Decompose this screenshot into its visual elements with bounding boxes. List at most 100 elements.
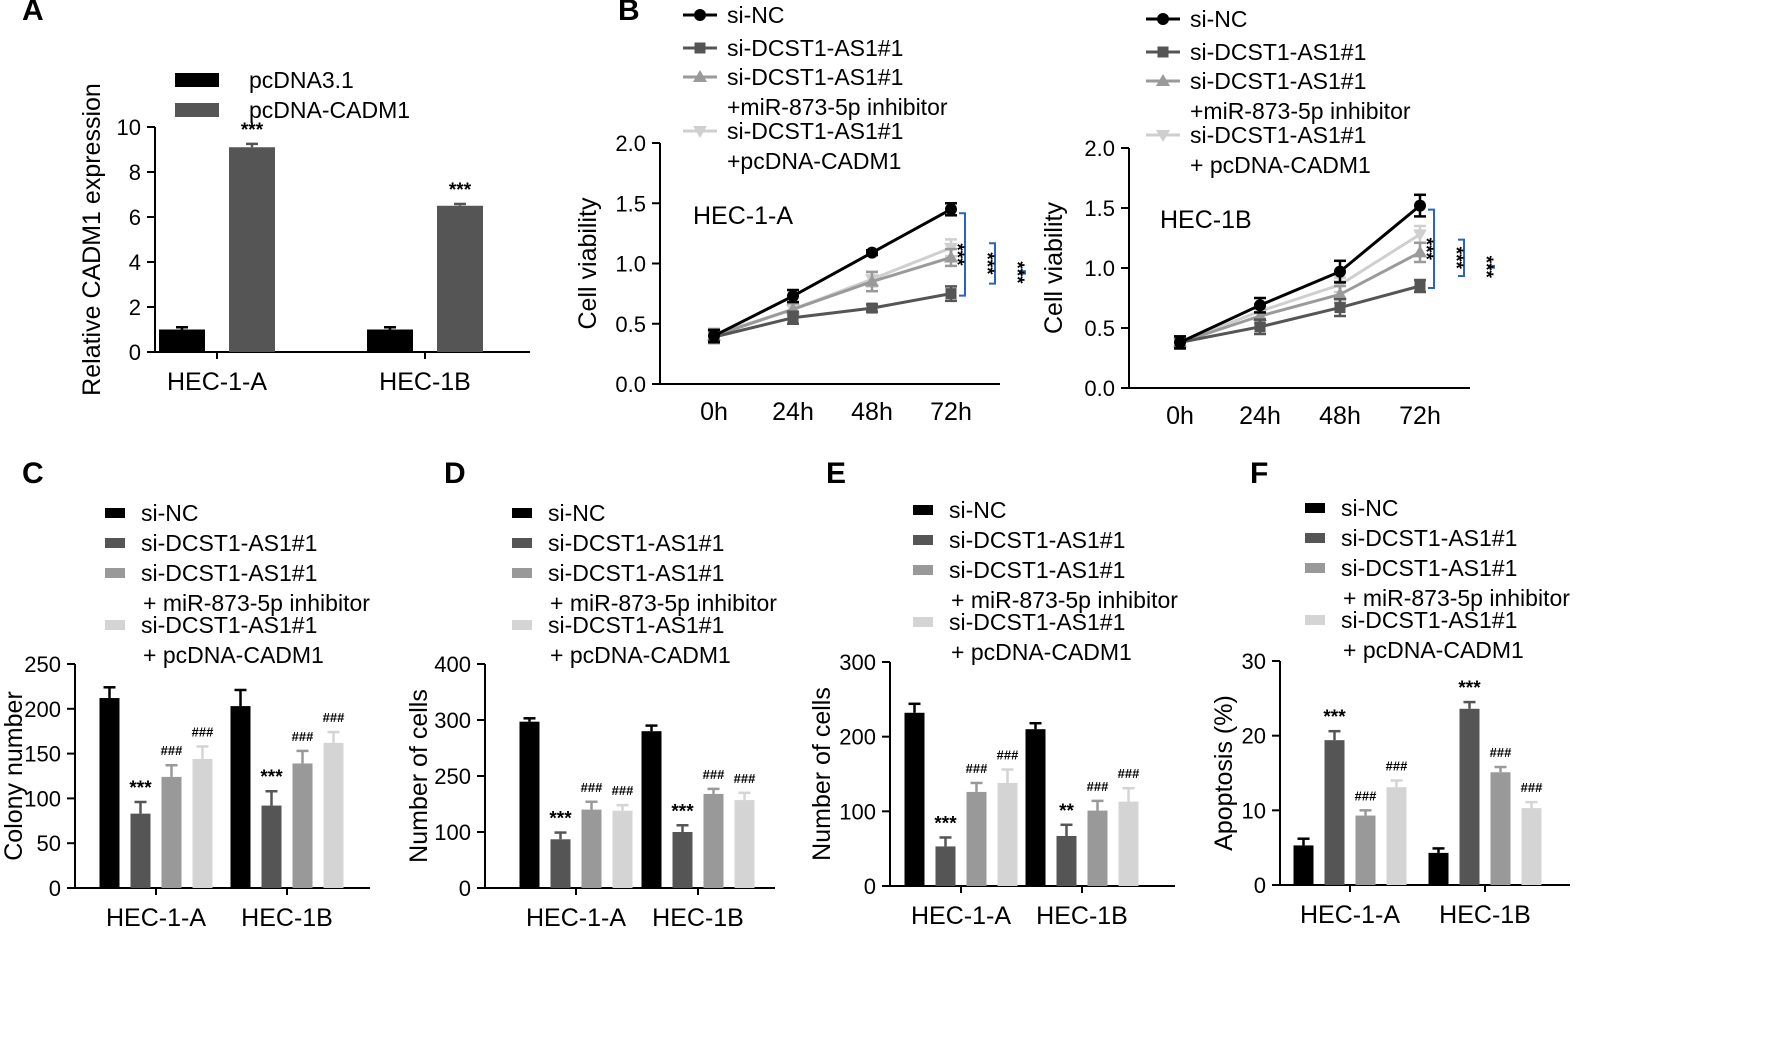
legend-label: si-DCST1-AS1#1: [1341, 525, 1517, 551]
bar: [519, 721, 540, 888]
data-point: [1413, 229, 1427, 242]
y-tick-label: 0: [129, 340, 141, 365]
series-line: [713, 292, 952, 339]
legend-label: si-NC: [1341, 495, 1399, 521]
legend-swatch: [913, 565, 933, 575]
bar: [161, 776, 182, 888]
bar: [230, 706, 251, 888]
significance-hash: ###: [581, 780, 603, 795]
data-point: [865, 274, 879, 287]
data-point: [944, 250, 958, 263]
x-tick-label: 0h: [700, 398, 728, 426]
panel-letter: E: [826, 457, 846, 490]
legend-marker: [1157, 46, 1169, 58]
legend-label: si-DCST1-AS1#1 +miR-873-5p inhibitor: [727, 64, 948, 120]
significance-hash: ###: [1490, 745, 1512, 760]
legend-swatch: [105, 508, 125, 518]
x-tick-label: HEC-1B: [652, 904, 744, 932]
legend-label: si-DCST1-AS1#1: [949, 527, 1125, 553]
y-tick-label: 2.0: [615, 131, 646, 156]
y-tick-label: 300: [434, 708, 471, 733]
significance-hash: ###: [1118, 766, 1140, 781]
significance-hash: ###: [966, 761, 988, 776]
cell-line-label: HEC-1B: [1160, 206, 1252, 234]
panel-letter: C: [22, 457, 44, 490]
legend-label: si-DCST1-AS1#1 + pcDNA-CADM1: [949, 609, 1132, 665]
legend-swatch: [1305, 533, 1325, 543]
legend-label: si-DCST1-AS1#1 + miR-873-5p inhibitor: [949, 557, 1178, 613]
y-tick-label: 0: [864, 874, 876, 899]
significance-stars: ***: [129, 778, 152, 799]
panel-a: A 0 2 4 6 8 10 Relative CADM1 expression HEC-1-A…: [22, 0, 530, 396]
significance-hash: ###: [1087, 779, 1109, 794]
y-tick-label: 1.5: [1084, 196, 1115, 221]
legend-label: si-NC: [727, 2, 785, 28]
data-point: [708, 329, 720, 342]
legend-label: si-DCST1-AS1#1: [727, 35, 903, 61]
bar: [1056, 835, 1077, 886]
data-point: [866, 246, 878, 259]
significance-stars: ***: [241, 120, 264, 141]
y-tick-label: 400: [434, 652, 471, 677]
x-tick-label: 48h: [851, 398, 893, 426]
panel-letter: F: [1250, 457, 1268, 490]
significance-stars: ***: [1323, 707, 1346, 728]
significance-hash: ###: [292, 729, 314, 744]
y-tick-label: 10: [117, 115, 141, 140]
x-tick-label: HEC-1B: [379, 368, 471, 396]
significance-bracket: [1488, 265, 1495, 269]
bar: [1118, 801, 1139, 886]
significance-stars: ***: [1415, 238, 1436, 261]
bar: [261, 805, 282, 888]
data-point: [866, 302, 878, 314]
data-point: [1253, 309, 1267, 321]
y-axis-label: Cell viability: [1040, 202, 1068, 334]
series-line: [713, 207, 952, 338]
cell-line-label: HEC-1-A: [693, 202, 793, 230]
significance-stars: ***: [1458, 678, 1481, 699]
significance-bracket: [959, 212, 966, 297]
significance-stars: ***: [934, 813, 957, 834]
data-point: [1413, 245, 1427, 258]
legend-marker: [1156, 130, 1170, 142]
data-point: [945, 288, 957, 300]
series-line: [1179, 204, 1421, 344]
significance-stars: ***: [671, 801, 694, 822]
significance-hash: ###: [192, 724, 214, 739]
legend-swatch: [105, 620, 125, 630]
y-tick-label: 200: [24, 697, 61, 722]
x-tick-label: HEC-1-A: [1300, 901, 1400, 929]
y-tick-label: 10: [1242, 798, 1266, 823]
y-tick-label: 4: [129, 250, 141, 275]
significance-stars: ***: [1475, 256, 1496, 279]
data-point: [1254, 321, 1266, 333]
legend-swatch: [512, 538, 532, 548]
legend-label: pcDNA3.1: [249, 67, 354, 93]
legend-label: si-DCST1-AS1#1: [1190, 39, 1366, 65]
y-axis-label: Number of cells: [405, 689, 433, 863]
bar: [641, 731, 662, 888]
bar: [612, 810, 633, 888]
legend-label: si-NC: [1190, 6, 1248, 32]
x-tick-label: HEC-1-A: [167, 368, 267, 396]
bar: [1428, 852, 1449, 885]
y-axis-label: Relative CADM1 expression: [78, 83, 106, 396]
significance-hash: ###: [323, 710, 345, 725]
bar: [1355, 815, 1376, 885]
legend-swatch: [105, 568, 125, 578]
bar: [935, 846, 956, 886]
y-tick-label: 0.0: [615, 372, 646, 397]
legend-label: si-DCST1-AS1#1 +pcDNA-CADM1: [727, 118, 903, 174]
legend-marker: [693, 70, 707, 82]
data-point: [1174, 336, 1186, 349]
significance-hash: ###: [997, 748, 1019, 763]
data-point: [1414, 199, 1426, 212]
bar: [904, 712, 925, 886]
bar: [159, 329, 205, 352]
x-tick-label: HEC-1-A: [106, 904, 206, 932]
panel-line-2: 0.0 0.5 1.0 1.5 2.0 0h 24h 48h 72h Cell viability…: [1040, 6, 1496, 430]
bar: [229, 147, 275, 352]
bar: [1087, 810, 1108, 886]
y-tick-label: 1.0: [1084, 256, 1115, 281]
